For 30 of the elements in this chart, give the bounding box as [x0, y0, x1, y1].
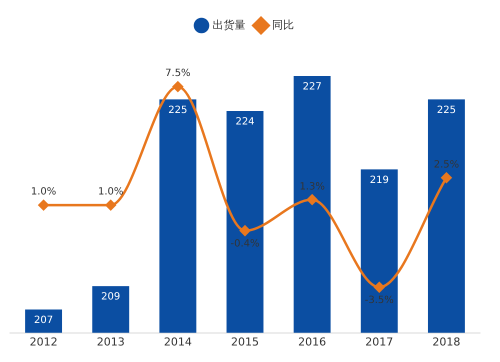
data-label: 225 — [168, 104, 188, 116]
data-label: 219 — [370, 174, 389, 186]
x-tick-label: 2015 — [231, 335, 259, 348]
data-label: 1.3% — [299, 181, 325, 192]
point — [105, 200, 116, 210]
x-tick-label: 2017 — [365, 335, 394, 348]
point — [374, 282, 385, 292]
x-tick-label: 2018 — [432, 335, 460, 348]
x-tick-label: 2014 — [164, 335, 192, 348]
point — [441, 172, 452, 184]
point — [172, 81, 184, 92]
x-tick-label: 2016 — [298, 335, 326, 348]
data-label: 2.5% — [434, 159, 460, 170]
data-label: 227 — [302, 82, 322, 93]
data-label: -3.5% — [364, 294, 394, 306]
data-label: 225 — [436, 104, 456, 116]
data-label: 1.0% — [30, 186, 56, 198]
legend-label: 同比 — [272, 18, 294, 32]
point — [240, 225, 250, 236]
data-label: 224 — [235, 116, 255, 128]
data-label: 207 — [34, 315, 54, 326]
data-label: -0.4% — [230, 238, 260, 250]
legend-label: 出货量 — [212, 18, 246, 32]
data-label: 7.5% — [165, 68, 191, 80]
x-tick-label: 2013 — [96, 335, 125, 348]
data-label: 209 — [101, 292, 120, 303]
point — [306, 194, 318, 205]
point — [38, 200, 49, 210]
data-label: 1.0% — [98, 186, 124, 198]
x-tick-label: 2012 — [30, 335, 58, 348]
